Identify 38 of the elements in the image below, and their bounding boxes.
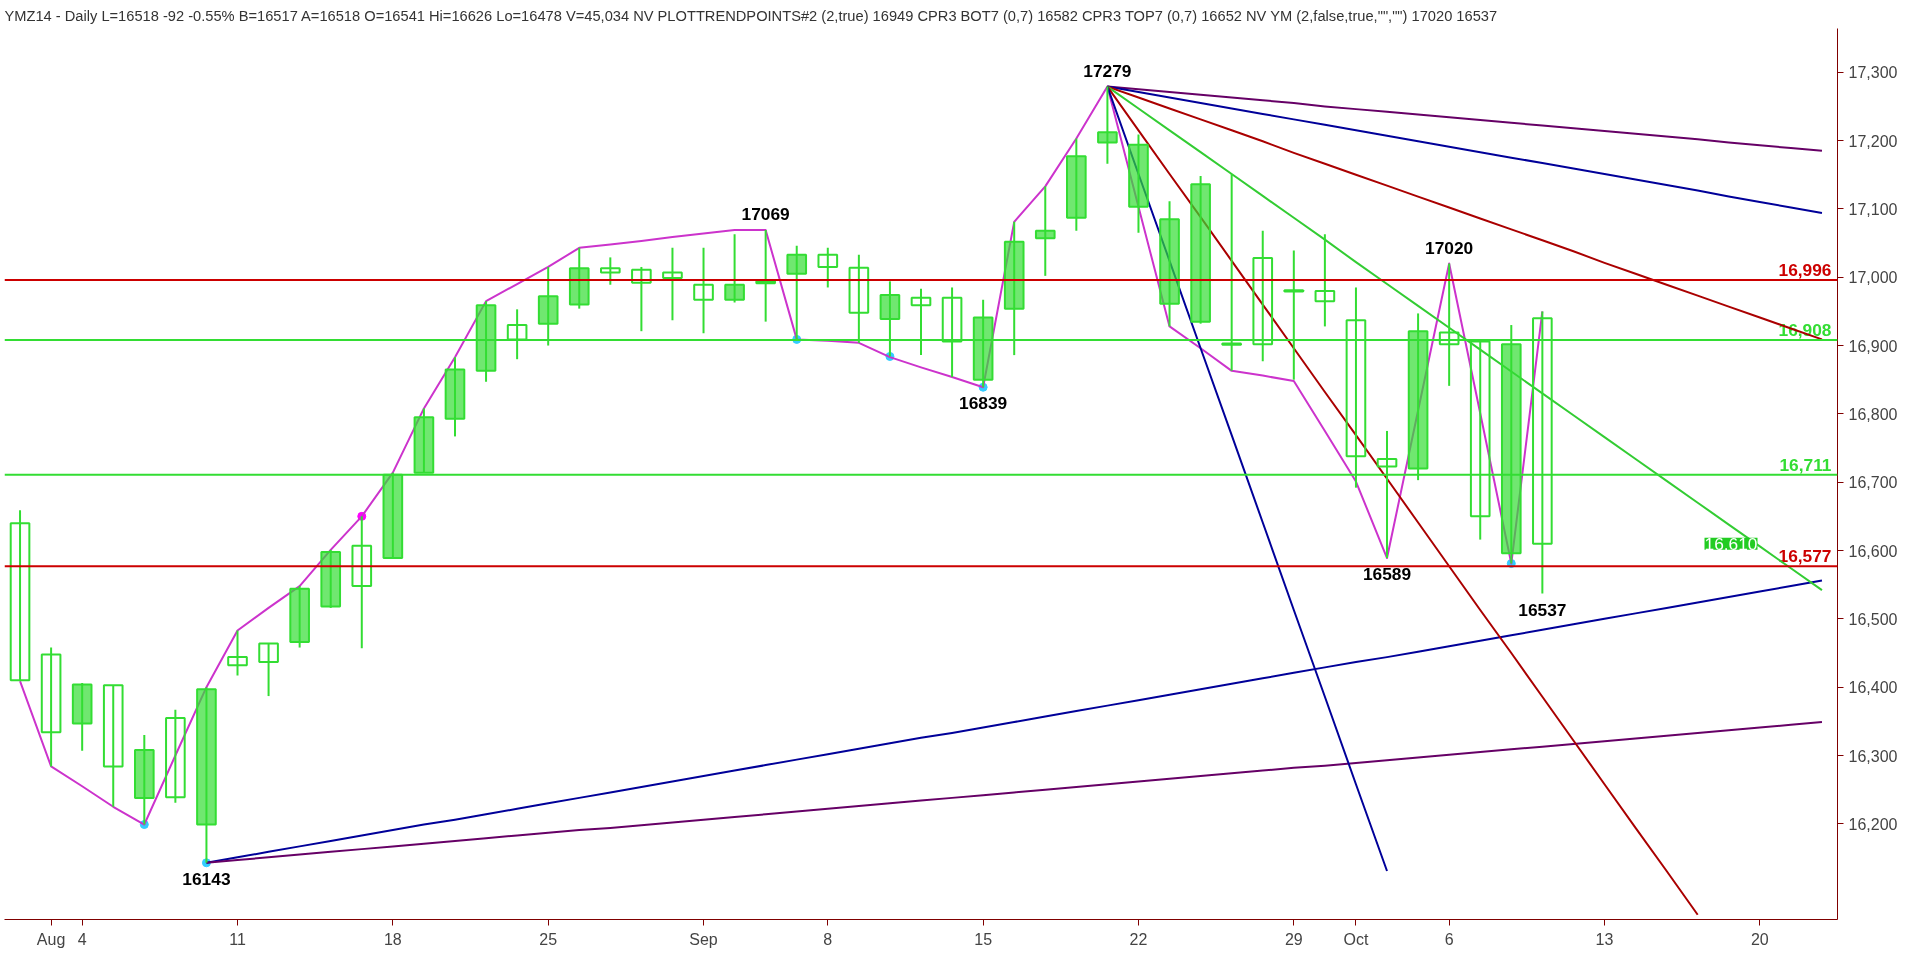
x-tick-label: 29 <box>1284 930 1303 948</box>
y-tick-label: 16,500 <box>1848 610 1898 628</box>
x-tick-label: 25 <box>539 930 558 948</box>
y-tick-label: 17,200 <box>1848 132 1898 150</box>
y-tick-label: 16,800 <box>1848 405 1898 423</box>
y-tick-label: 16,900 <box>1848 337 1898 355</box>
y-tick-label: 16,200 <box>1848 815 1898 833</box>
ref-line-label: 16,711 <box>1779 454 1832 475</box>
ref-line-label: 16,996 <box>1778 259 1832 280</box>
x-tick-label: 4 <box>77 930 87 948</box>
x-tick-label: 11 <box>229 930 246 948</box>
annotation: 17020 <box>1425 237 1474 258</box>
x-tick-label: Oct <box>1343 930 1369 948</box>
chart-title: YMZ14 - Daily L=16518 -92 -0.55% B=16517 A=16518 O=16541 Hi=16626 Lo=16478 V=45,034 NV PLOTTRENDPOINTS#2 (2,true) 16949 CPR3 BOT7 (0,7) 16582 CPR3 TOP7 (0,7) 16652 NV YM (2,false,true,"","") 17020 16537 <box>4 7 1498 24</box>
y-tick-label: 16,300 <box>1848 747 1898 765</box>
x-tick-label: 8 <box>823 930 833 948</box>
y-tick-label: 16,400 <box>1848 679 1898 697</box>
annotation: 16143 <box>182 868 231 889</box>
y-tick-label: 16,700 <box>1848 474 1898 492</box>
x-tick-label: Aug <box>36 930 66 948</box>
annotation: 17069 <box>741 204 790 225</box>
x-tick-label: 18 <box>383 930 402 948</box>
ref-line-label: 16,577 <box>1778 546 1832 567</box>
x-tick-label: 22 <box>1129 930 1148 948</box>
annotation: 17279 <box>1083 60 1132 81</box>
annotation: 16,610 <box>1704 533 1758 554</box>
y-tick-label: 17,000 <box>1848 269 1898 287</box>
x-tick-label: 20 <box>1750 930 1769 948</box>
y-tick-label: 17,300 <box>1848 64 1898 82</box>
annotation: 16589 <box>1362 564 1412 585</box>
x-tick-label: 15 <box>974 930 993 948</box>
annotation: 16839 <box>959 393 1008 414</box>
x-tick-label: 13 <box>1595 930 1614 948</box>
annotation: 16537 <box>1518 599 1567 620</box>
y-tick-label: 17,100 <box>1848 200 1898 218</box>
x-tick-label: Sep <box>689 930 718 948</box>
y-tick-label: 16,600 <box>1848 542 1898 560</box>
x-tick-label: 6 <box>1444 930 1454 948</box>
